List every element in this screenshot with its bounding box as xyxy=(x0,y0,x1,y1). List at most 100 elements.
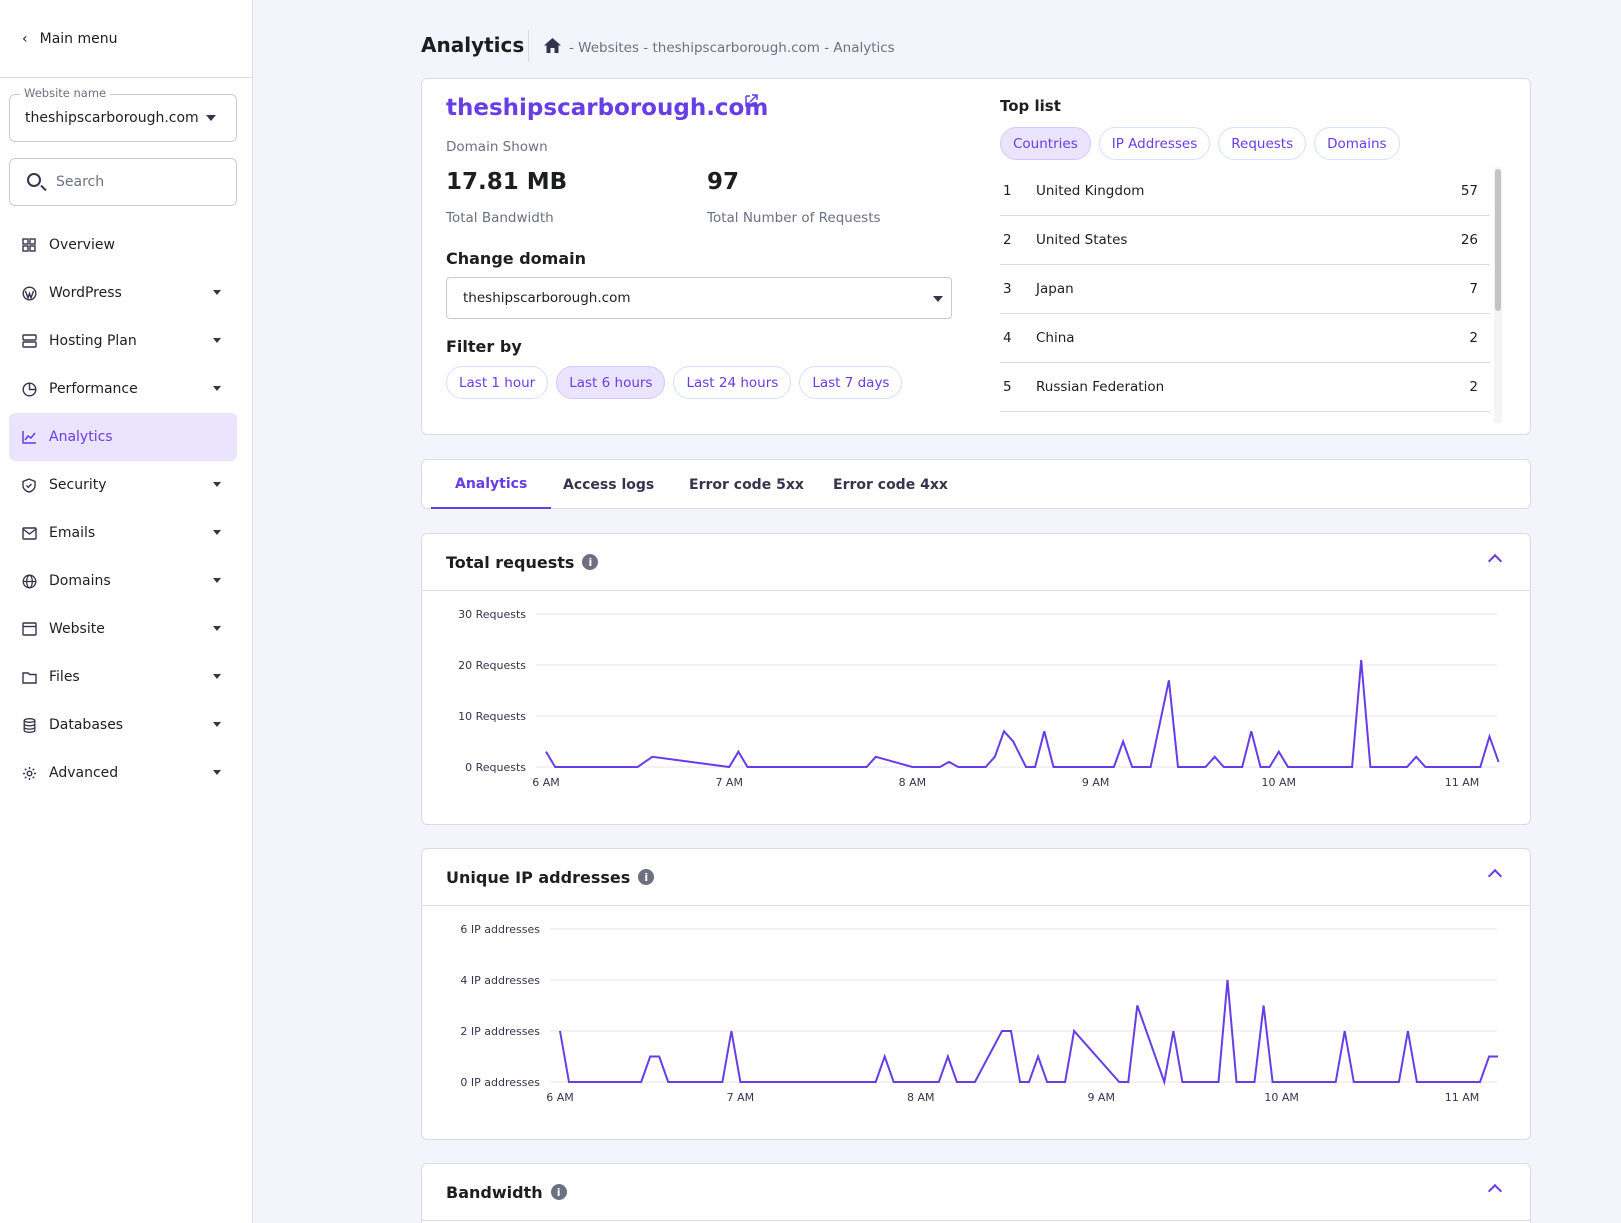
series-line[interactable] xyxy=(559,979,1499,1086)
series-line[interactable] xyxy=(545,659,1500,769)
tab-error-code-4xx[interactable]: Error code 4xx xyxy=(833,476,948,493)
bandwidth-label: Total Bandwidth xyxy=(446,210,554,226)
info-icon[interactable]: i xyxy=(550,1184,567,1200)
search-placeholder: Search xyxy=(56,174,105,190)
sidebar-item-overview[interactable]: Overview xyxy=(9,221,237,269)
website-select-value: theshipscarborough.com xyxy=(25,110,199,126)
sidebar-item-hosting-plan[interactable]: Hosting Plan xyxy=(9,317,237,365)
row-rank: 5 xyxy=(1003,379,1012,395)
row-count: 2 xyxy=(1469,330,1478,346)
toplist-heading: Top list xyxy=(1000,97,1061,115)
scrollbar-thumb[interactable] xyxy=(1495,169,1501,311)
caret-down-icon xyxy=(213,290,221,295)
bandwidth-header[interactable]: Bandwidth i xyxy=(422,1164,1530,1221)
sidebar-item-wordpress[interactable]: WordPress xyxy=(9,269,237,317)
main-menu-button[interactable]: ‹ Main menu xyxy=(0,0,252,78)
y-tick-label: 10 Requests xyxy=(458,710,526,723)
row-country: Russian Federation xyxy=(1036,379,1165,395)
info-icon[interactable]: i xyxy=(582,554,599,570)
row-country: Japan xyxy=(1036,281,1074,297)
toplist-chip-domains[interactable]: Domains xyxy=(1314,127,1400,160)
sidebar-item-website[interactable]: Website xyxy=(9,605,237,653)
chevron-up-icon[interactable] xyxy=(1487,1183,1503,1199)
external-link-icon[interactable] xyxy=(745,94,758,111)
sidebar-item-domains[interactable]: Domains xyxy=(9,557,237,605)
caret-down-icon xyxy=(213,770,221,775)
table-row: 3 Japan 7 xyxy=(1000,265,1490,314)
sidebar-item-analytics[interactable]: Analytics xyxy=(9,413,237,461)
breadcrumb-text[interactable]: - Websites - theshipscarborough.com - An… xyxy=(569,39,895,56)
chevron-up-icon[interactable] xyxy=(1487,553,1503,569)
caret-down-icon xyxy=(213,626,221,631)
x-tick-label: 8 AM xyxy=(899,776,927,789)
chevron-up-icon[interactable] xyxy=(1487,868,1503,884)
unique-ips-card: Unique IP addresses i 0 IP addresses 2 IP… xyxy=(421,848,1531,1140)
sidebar-nav: Overview WordPress Hosting Plan Performance… xyxy=(9,221,237,797)
sidebar-item-databases[interactable]: Databases xyxy=(9,701,237,749)
sidebar-item-files[interactable]: Files xyxy=(9,653,237,701)
filter-chips: Last 1 hour Last 6 hours Last 24 hours Last… xyxy=(446,366,903,399)
y-tick-label: 4 IP addresses xyxy=(460,974,540,987)
total-requests-header[interactable]: Total requests i xyxy=(422,534,1530,591)
search-input[interactable]: Search xyxy=(9,158,237,206)
toplist-chip-countries[interactable]: Countries xyxy=(1000,127,1091,160)
toplist-scrollbar[interactable] xyxy=(1494,167,1502,423)
caret-down-icon xyxy=(933,296,943,302)
grid-icon xyxy=(21,237,37,253)
sidebar-item-security[interactable]: Security xyxy=(9,461,237,509)
x-tick-label: 10 AM xyxy=(1264,1091,1299,1104)
row-country: United Kingdom xyxy=(1036,183,1145,199)
toplist-chips: Countries IP Addresses Requests Domains xyxy=(1000,127,1400,160)
search-icon xyxy=(27,173,41,187)
toplist-chip-ip-addresses[interactable]: IP Addresses xyxy=(1098,127,1211,160)
bandwidth-value: 17.81 MB xyxy=(446,169,568,195)
caret-down-icon xyxy=(213,722,221,727)
x-tick-label: 7 AM xyxy=(715,776,743,789)
browser-icon xyxy=(21,621,37,637)
table-row: 2 United States 26 xyxy=(1000,216,1490,265)
x-tick-label: 11 AM xyxy=(1445,776,1480,789)
row-count: 7 xyxy=(1469,281,1478,297)
y-tick-label: 20 Requests xyxy=(458,659,526,672)
sidebar-item-label: Advanced xyxy=(49,765,119,781)
y-tick-label: 6 IP addresses xyxy=(460,923,540,936)
sidebar-item-label: Security xyxy=(49,477,107,493)
y-tick-label: 2 IP addresses xyxy=(460,1025,540,1038)
y-tick-label: 0 IP addresses xyxy=(460,1076,540,1089)
sidebar-item-label: Hosting Plan xyxy=(49,333,137,349)
info-icon[interactable]: i xyxy=(638,869,655,885)
mail-icon xyxy=(21,525,37,541)
table-row: 5 Russian Federation 2 xyxy=(1000,363,1490,412)
total-requests-card: Total requests i 0 Requests 10 Requests 20… xyxy=(421,533,1531,825)
requests-value: 97 xyxy=(707,169,740,195)
toplist-chip-requests[interactable]: Requests xyxy=(1218,127,1307,160)
change-domain-select[interactable]: theshipscarborough.com xyxy=(446,277,952,319)
table-row: 1 United Kingdom 57 xyxy=(1000,167,1490,216)
tab-error-code-5xx[interactable]: Error code 5xx xyxy=(689,476,804,493)
globe-icon xyxy=(21,573,37,589)
gear-icon xyxy=(21,765,37,781)
sidebar-item-performance[interactable]: Performance xyxy=(9,365,237,413)
tab-access-logs[interactable]: Access logs xyxy=(563,476,655,493)
sidebar-item-emails[interactable]: Emails xyxy=(9,509,237,557)
change-domain-value: theshipscarborough.com xyxy=(463,290,631,306)
filter-chip-last-6-hours[interactable]: Last 6 hours xyxy=(556,366,666,399)
table-row: 4 China 2 xyxy=(1000,314,1490,363)
table-row-partial xyxy=(1000,412,1490,423)
server-icon xyxy=(21,333,37,349)
tab-analytics[interactable]: Analytics xyxy=(431,460,552,509)
home-icon[interactable] xyxy=(544,38,561,57)
filter-chip-last-24-hours[interactable]: Last 24 hours xyxy=(673,366,792,399)
website-select[interactable]: Website name theshipscarborough.com xyxy=(9,86,237,142)
domain-link[interactable]: theshipscarborough.com xyxy=(446,95,769,121)
filter-chip-last-1-hour[interactable]: Last 1 hour xyxy=(446,366,549,399)
chart-line-icon xyxy=(21,429,37,445)
sidebar-item-advanced[interactable]: Advanced xyxy=(9,749,237,797)
unique-ips-header[interactable]: Unique IP addresses i xyxy=(422,849,1530,906)
filter-chip-last-7-days[interactable]: Last 7 days xyxy=(799,366,903,399)
y-tick-label: 0 Requests xyxy=(465,761,526,774)
sidebar-item-label: Performance xyxy=(49,381,138,397)
x-tick-label: 10 AM xyxy=(1262,776,1297,789)
row-rank: 4 xyxy=(1003,330,1012,346)
sidebar: ‹ Main menu Website name theshipscarboro… xyxy=(0,0,253,1223)
